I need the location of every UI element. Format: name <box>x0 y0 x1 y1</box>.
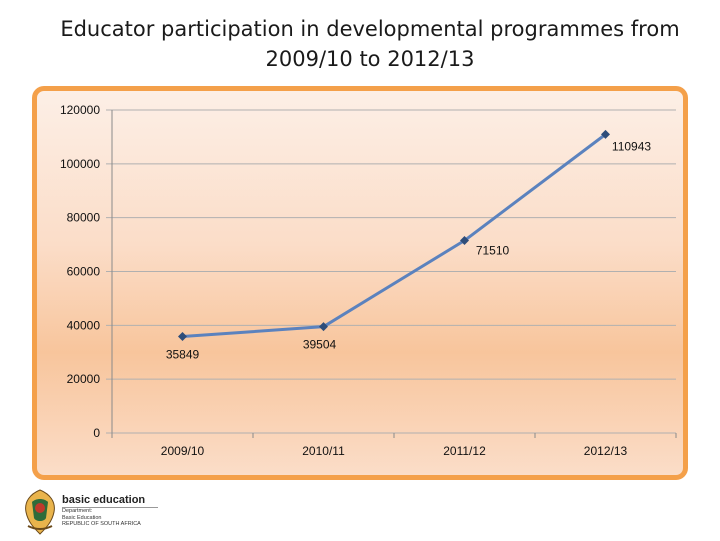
y-tick-label: 120000 <box>60 103 100 117</box>
y-tick-label: 40000 <box>67 318 101 332</box>
data-point <box>601 129 610 139</box>
data-point <box>319 322 328 332</box>
data-label: 71510 <box>476 244 510 258</box>
data-label: 110943 <box>612 139 651 153</box>
x-tick-label: 2010/11 <box>302 444 345 458</box>
y-tick-label: 20000 <box>67 372 101 386</box>
y-tick-label: 80000 <box>67 211 101 225</box>
data-point <box>178 332 187 342</box>
data-label: 39504 <box>303 338 337 352</box>
x-tick-label: 2012/13 <box>584 444 628 458</box>
y-tick-label: 0 <box>93 426 100 440</box>
logo-subtitle: Department: Basic Education REPUBLIC OF … <box>62 508 141 527</box>
y-tick-label: 100000 <box>60 157 100 171</box>
coat-of-arms-icon <box>25 489 55 535</box>
series-line <box>182 133 607 339</box>
y-tick-label: 60000 <box>67 265 101 279</box>
chart-title-line-1: Educator participation in developmental … <box>60 17 680 41</box>
data-label: 35849 <box>166 348 200 362</box>
chart-frame <box>32 86 688 480</box>
chart-title: Educator participation in developmental … <box>40 14 700 74</box>
x-tick-label: 2011/12 <box>443 444 486 458</box>
data-point <box>460 236 469 246</box>
chart-title-line-2: 2009/10 to 2012/13 <box>265 47 475 71</box>
x-tick-label: 2009/10 <box>161 444 205 458</box>
department-logo: basic education Department: Basic Educat… <box>20 488 160 538</box>
logo-divider <box>62 507 158 508</box>
logo-name: basic education <box>62 494 146 506</box>
